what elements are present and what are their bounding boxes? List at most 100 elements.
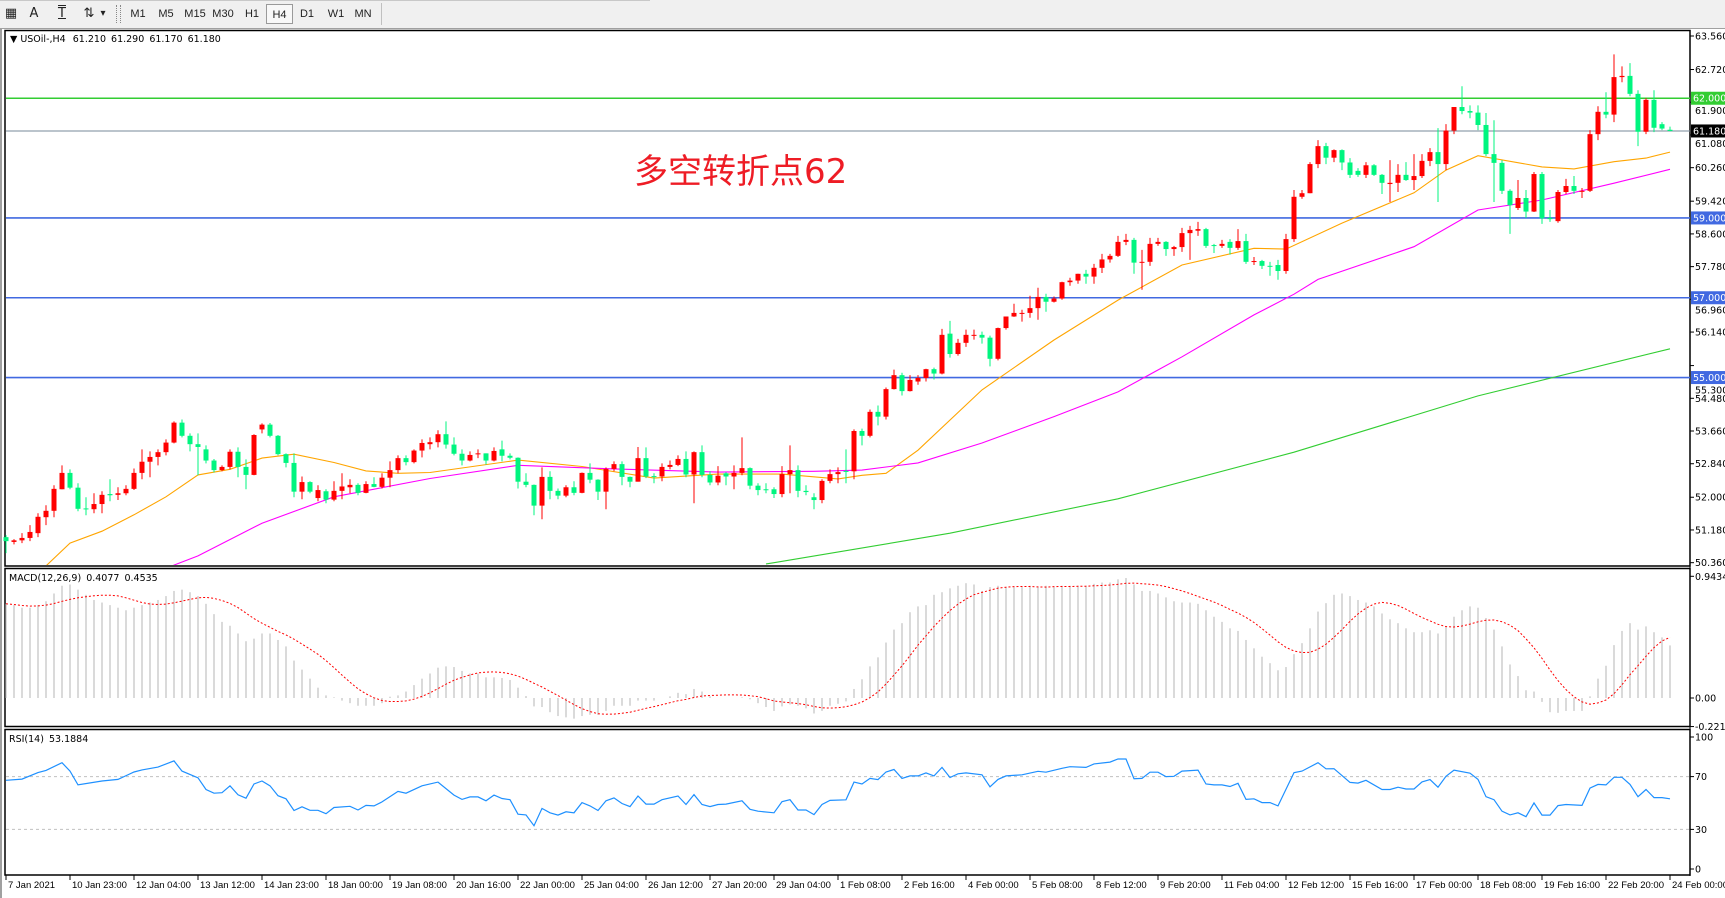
- candle: [475, 449, 481, 459]
- bar-low: 61.170: [149, 34, 182, 45]
- candle: [1227, 239, 1233, 255]
- candle-body: [867, 411, 873, 436]
- period-m1-button[interactable]: M1: [130, 8, 146, 20]
- candle-body: [123, 488, 129, 494]
- candle-body: [1283, 239, 1289, 272]
- candle: [1483, 113, 1489, 157]
- candle: [1475, 105, 1481, 131]
- candle: [179, 419, 185, 438]
- candle: [1611, 54, 1617, 123]
- candle: [243, 459, 249, 490]
- period-w1-button[interactable]: W1: [327, 8, 345, 20]
- period-h4-button[interactable]: H4: [266, 4, 293, 24]
- candle: [123, 485, 129, 496]
- candle-body: [451, 444, 457, 454]
- candle-body: [571, 487, 577, 493]
- candle: [739, 437, 745, 476]
- candle-body: [483, 453, 489, 461]
- period-m15-button[interactable]: M15: [184, 8, 206, 20]
- candle: [1467, 105, 1473, 119]
- candle: [707, 471, 713, 486]
- candle-body: [1083, 273, 1089, 277]
- period-h1-button[interactable]: H1: [244, 8, 260, 20]
- time-axis-label: 10 Jan 23:00: [72, 880, 127, 891]
- candle: [275, 435, 281, 456]
- candle: [915, 375, 921, 385]
- level-price-tag-bg: [1691, 371, 1725, 385]
- candle-body: [1379, 174, 1385, 183]
- candle-body: [1323, 146, 1329, 158]
- candle-body: [11, 540, 17, 542]
- time-axis-label: 26 Jan 12:00: [648, 880, 703, 891]
- price-axis-label: 56.140: [1695, 328, 1725, 339]
- candle-body: [603, 468, 609, 492]
- period-d1-button[interactable]: D1: [299, 8, 315, 20]
- candle-body: [355, 484, 361, 493]
- period-m5-button[interactable]: M5: [158, 8, 174, 20]
- candle: [851, 429, 857, 480]
- candle: [411, 449, 417, 464]
- candle: [83, 497, 89, 516]
- text-label-icon[interactable]: A: [29, 6, 39, 21]
- candle-body: [59, 472, 65, 490]
- price-axis-label: 57.780: [1695, 262, 1725, 273]
- candle: [931, 367, 937, 380]
- toolbar-grip[interactable]: [116, 5, 121, 23]
- candle: [1571, 176, 1577, 195]
- candle: [1619, 66, 1625, 83]
- candle-body: [171, 422, 177, 443]
- candle: [1059, 281, 1065, 300]
- candle: [1603, 92, 1609, 119]
- candle: [1315, 140, 1321, 169]
- candle: [59, 465, 65, 490]
- candle-body: [1291, 196, 1297, 240]
- time-axis-label: 18 Jan 00:00: [328, 880, 383, 891]
- candle: [1275, 259, 1281, 280]
- candle: [251, 434, 257, 476]
- candle: [1011, 303, 1017, 317]
- candle: [531, 484, 537, 516]
- candle-body: [803, 490, 809, 493]
- collapse-arrow-icon[interactable]: ▼: [10, 34, 20, 45]
- candle: [1067, 277, 1073, 286]
- candle-body: [67, 472, 73, 488]
- candle: [803, 485, 809, 496]
- bar-open: 61.210: [73, 34, 106, 45]
- dropdown-arrow-icon[interactable]: ▾: [100, 8, 106, 19]
- candle: [283, 453, 289, 468]
- level-price-tag: 55.000: [1693, 373, 1725, 384]
- candle-body: [291, 462, 297, 492]
- period-mn-button[interactable]: MN: [354, 8, 372, 20]
- candle-body: [1539, 174, 1545, 219]
- candle-body: [971, 334, 977, 336]
- price-axis-label: 51.180: [1695, 525, 1725, 536]
- annotation-text[interactable]: 多空转折点62: [634, 152, 847, 192]
- period-m30-button[interactable]: M30: [212, 8, 234, 20]
- candle-body: [1179, 233, 1185, 248]
- candle-body: [1107, 255, 1113, 260]
- candle-body: [139, 461, 145, 473]
- candle: [1547, 209, 1553, 222]
- candle: [771, 487, 777, 499]
- candle-body: [283, 454, 289, 463]
- period-separator-icon[interactable]: ▦: [4, 6, 18, 21]
- candle-body: [1427, 152, 1433, 161]
- candle: [1339, 149, 1345, 171]
- candle: [467, 451, 473, 462]
- candle-body: [131, 472, 137, 489]
- candle-body: [51, 488, 57, 511]
- candle: [1107, 253, 1113, 263]
- candle: [171, 421, 177, 444]
- candle-body: [371, 484, 377, 487]
- candle: [843, 449, 849, 484]
- candle: [499, 440, 505, 462]
- price-axis-label: 55.300: [1695, 386, 1725, 397]
- arrows-icon[interactable]: ⇅: [83, 6, 95, 21]
- candle-body: [1339, 150, 1345, 163]
- text-box-icon[interactable]: T: [58, 6, 66, 21]
- candle: [979, 331, 985, 344]
- ma-mid-line: [172, 168, 1671, 565]
- candle-body: [667, 464, 673, 467]
- candle: [819, 479, 825, 504]
